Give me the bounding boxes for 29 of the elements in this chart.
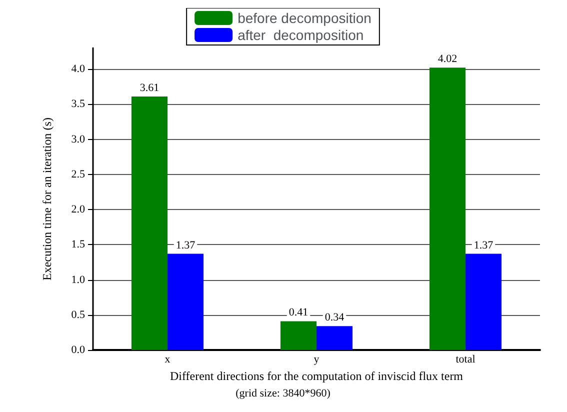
y-tick-label: 3.0 [71, 133, 86, 146]
bar [430, 68, 466, 350]
bar [280, 321, 316, 350]
y-tick-label: 0.0 [71, 344, 86, 356]
bar [132, 96, 168, 350]
x-axis-title: Different directions for the computation of inviscid flux term [170, 368, 464, 383]
y-tick-label: 3.5 [71, 98, 86, 110]
bar [168, 254, 204, 350]
data-label: 1.37 [176, 239, 196, 252]
bar [316, 326, 352, 350]
y-tick-label: 4.0 [71, 63, 86, 76]
y-tick-label: 1.5 [71, 238, 86, 251]
x-tick-label: total [456, 354, 476, 366]
legend-label: before decomposition [238, 10, 372, 26]
bar [466, 254, 502, 350]
y-tick-label: 0.5 [71, 308, 86, 321]
data-label: 4.02 [438, 53, 458, 66]
data-label: 1.37 [474, 239, 494, 252]
x-tick-label: y [314, 354, 320, 366]
x-tick-label: x [164, 354, 171, 366]
legend-label: after decomposition [238, 27, 364, 43]
y-tick-label: 1.0 [71, 274, 86, 286]
y-tick-label: 2.0 [71, 204, 86, 216]
data-label: 0.41 [288, 306, 308, 319]
data-label: 3.61 [140, 82, 160, 94]
data-label: 0.34 [324, 312, 345, 324]
text: (grid size: 3840*960) [236, 388, 331, 400]
y-axis-title: Execution time for an iteration (s) [40, 118, 54, 280]
y-tick-label: 2.5 [71, 168, 86, 180]
